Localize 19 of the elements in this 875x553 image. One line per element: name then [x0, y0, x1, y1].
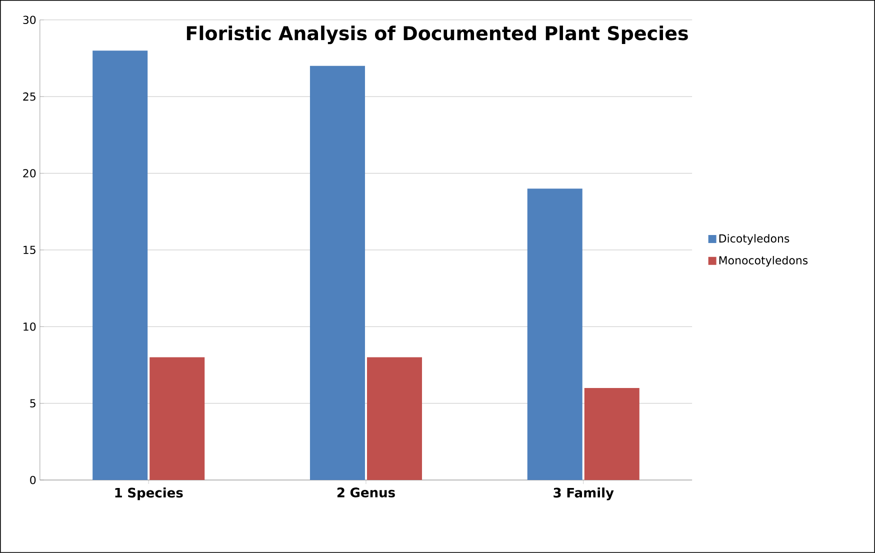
- bar: [150, 357, 205, 480]
- legend-label: Monocotyledons: [719, 256, 808, 267]
- bar: [527, 188, 582, 480]
- x-tick-label: 3 Family: [554, 488, 614, 500]
- bar: [366, 357, 422, 480]
- y-tick-label: 30: [23, 16, 36, 24]
- y-tick-label: 5: [30, 399, 36, 408]
- y-tick-label: 10: [24, 322, 36, 331]
- bar: [584, 388, 640, 480]
- bar: [310, 66, 365, 480]
- y-tick-label: 20: [23, 169, 36, 178]
- bar: [92, 50, 148, 480]
- y-tick-label: 15: [24, 246, 36, 254]
- x-tick-label: 2 Genus: [337, 488, 395, 498]
- chart-title: Floristic Analysis of Documented Plant Species: [186, 26, 688, 44]
- x-tick-label: 1 Species: [115, 488, 183, 500]
- y-tick-label: 25: [23, 92, 36, 101]
- legend-label: Dicotyledons: [719, 234, 790, 245]
- y-tick-label: 0: [30, 476, 36, 484]
